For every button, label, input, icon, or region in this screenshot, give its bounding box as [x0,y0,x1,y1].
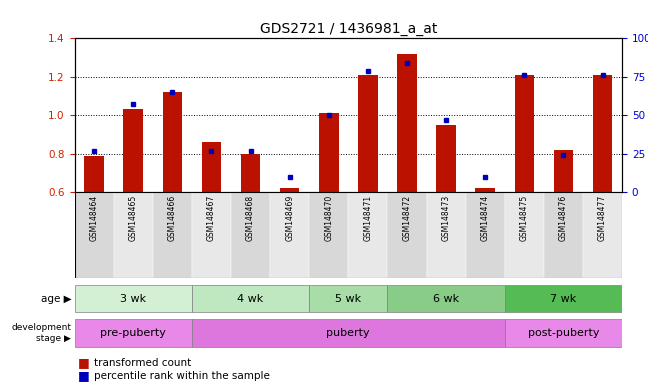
Text: GSM148472: GSM148472 [402,195,411,241]
Text: ■: ■ [78,356,89,369]
Bar [75,285,192,313]
Text: GSM148475: GSM148475 [520,195,529,241]
Text: percentile rank within the sample: percentile rank within the sample [94,371,270,381]
Bar [75,319,192,347]
Text: 3 wk: 3 wk [120,293,146,304]
Text: post-puberty: post-puberty [527,328,599,338]
Bar [358,75,378,192]
Bar [426,192,466,278]
Bar [192,192,231,278]
Bar [123,109,143,192]
Text: GSM148464: GSM148464 [89,195,98,241]
Text: GSM148469: GSM148469 [285,195,294,241]
Text: pre-puberty: pre-puberty [100,328,166,338]
Text: 7 wk: 7 wk [550,293,577,304]
Text: GSM148476: GSM148476 [559,195,568,241]
Text: ■: ■ [78,369,89,382]
Text: 5 wk: 5 wk [335,293,362,304]
Bar [348,192,388,278]
Bar [270,192,309,278]
Text: development
stage ▶: development stage ▶ [11,323,71,343]
Bar [388,285,505,313]
Bar [397,54,417,192]
Text: transformed count: transformed count [94,358,191,368]
Text: GSM148470: GSM148470 [324,195,333,241]
Text: GSM148471: GSM148471 [364,195,373,241]
Text: GSM148473: GSM148473 [441,195,450,241]
Text: age ▶: age ▶ [41,293,71,304]
Bar [436,125,456,192]
Bar [84,156,104,192]
Text: 4 wk: 4 wk [237,293,264,304]
Bar [192,285,309,313]
Bar [153,192,192,278]
Bar [466,192,505,278]
Bar [113,192,153,278]
Text: GSM148477: GSM148477 [598,195,607,241]
Bar [544,192,583,278]
Bar [553,150,573,192]
Bar [202,142,221,192]
Bar [505,285,622,313]
Bar [476,188,495,192]
Text: GSM148468: GSM148468 [246,195,255,241]
Text: GSM148466: GSM148466 [168,195,177,241]
Bar [583,192,622,278]
Title: GDS2721 / 1436981_a_at: GDS2721 / 1436981_a_at [260,22,437,36]
Bar [192,319,505,347]
Bar [231,192,270,278]
Bar [309,192,349,278]
Bar [319,113,338,192]
Bar [241,154,260,192]
Bar [75,192,113,278]
Text: 6 wk: 6 wk [433,293,459,304]
Text: GSM148465: GSM148465 [129,195,137,241]
Bar [280,188,299,192]
Text: GSM148474: GSM148474 [481,195,490,241]
Text: GSM148467: GSM148467 [207,195,216,241]
Bar [593,75,612,192]
Bar [505,319,622,347]
Text: puberty: puberty [327,328,370,338]
Bar [309,285,388,313]
Bar [163,92,182,192]
Bar [388,192,426,278]
Bar [505,192,544,278]
Bar [515,75,534,192]
